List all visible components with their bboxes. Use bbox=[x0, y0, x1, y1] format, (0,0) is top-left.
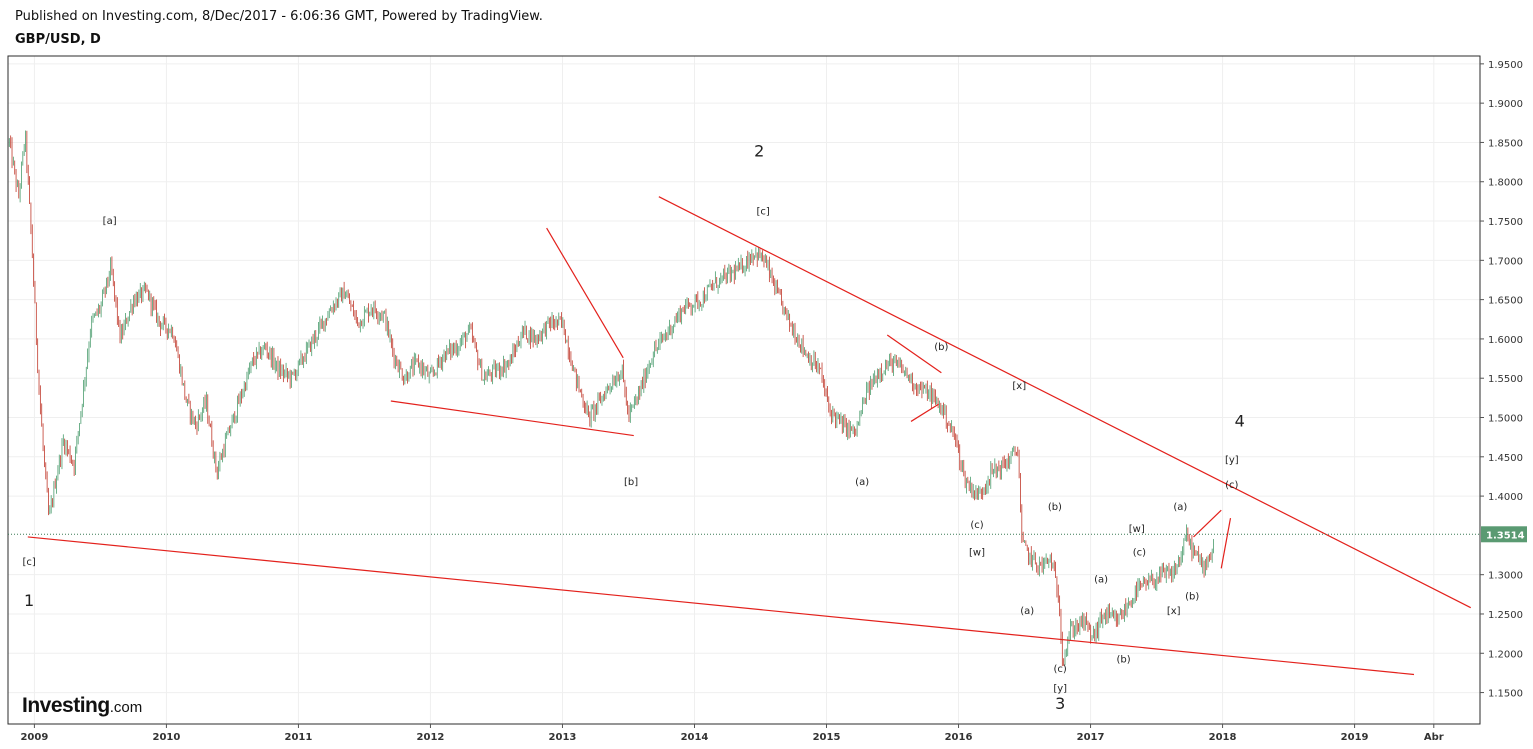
logo-brand: Investing bbox=[22, 694, 110, 717]
wave-label: [c] bbox=[22, 557, 35, 568]
y-tick-label: 1.9500 bbox=[1488, 60, 1523, 71]
wave-label: [w] bbox=[1129, 524, 1145, 535]
wave-label: (c) bbox=[1225, 480, 1238, 491]
x-tick-label: 2019 bbox=[1341, 732, 1369, 743]
wave-degree-label: 3 bbox=[1055, 694, 1065, 713]
x-tick-label: 2016 bbox=[945, 732, 973, 743]
x-tick-label: 2010 bbox=[152, 732, 180, 743]
wave-label: (a) bbox=[1094, 574, 1108, 585]
y-tick-label: 1.2500 bbox=[1488, 610, 1523, 621]
trendlines bbox=[27, 196, 1472, 676]
x-tick-label: 2017 bbox=[1077, 732, 1105, 743]
wave-label: (a) bbox=[1020, 606, 1034, 617]
wave-label: (a) bbox=[855, 477, 869, 488]
wave-label: [y] bbox=[1225, 455, 1239, 466]
wave-label: [b] bbox=[624, 477, 638, 488]
wave-label: [c] bbox=[756, 207, 769, 218]
trendline bbox=[886, 334, 942, 374]
x-tick-label: 2014 bbox=[681, 732, 709, 743]
wave-label: [a] bbox=[103, 216, 117, 227]
trendline bbox=[910, 403, 940, 422]
wave-label: (b) bbox=[934, 342, 948, 353]
y-tick-label: 1.1500 bbox=[1488, 689, 1523, 700]
last-price-label: 1.3514 bbox=[1486, 530, 1525, 541]
trendline bbox=[658, 196, 1472, 609]
wave-label: (b) bbox=[1185, 592, 1199, 603]
wave-label: [w] bbox=[969, 548, 985, 559]
price-axis[interactable]: 1.9500 1.9000 1.8500 1.8000 1.7500 1.7000 1.65… bbox=[1480, 60, 1527, 700]
y-tick-label: 1.5000 bbox=[1488, 414, 1523, 425]
y-tick-label: 1.8500 bbox=[1488, 138, 1523, 149]
wave-degree-label: 4 bbox=[1235, 412, 1245, 431]
x-tick-label: 2009 bbox=[20, 732, 48, 743]
y-tick-label: 1.8000 bbox=[1488, 178, 1523, 189]
y-tick-label: 1.6500 bbox=[1488, 296, 1523, 307]
symbol-title: GBP/USD, D bbox=[15, 32, 101, 47]
wave-labels: 1 2 3 4 [a] [c] [c] [b] (b) [x] (a) (c) [w] (b) (a) (c)… bbox=[22, 141, 1244, 712]
logo-tld: .com bbox=[109, 699, 143, 716]
wave-label: [x] bbox=[1012, 381, 1026, 392]
trendline bbox=[1193, 509, 1222, 538]
wave-label: [x] bbox=[1167, 606, 1181, 617]
wave-label: [y] bbox=[1053, 684, 1067, 695]
wave-label: (b) bbox=[1048, 502, 1062, 513]
wave-label: (b) bbox=[1116, 655, 1130, 666]
trendline bbox=[27, 536, 1415, 676]
x-tick-label: 2013 bbox=[549, 732, 577, 743]
y-tick-label: 1.3000 bbox=[1488, 571, 1523, 582]
y-tick-label: 1.9000 bbox=[1488, 99, 1523, 110]
x-tick-label: 2012 bbox=[417, 732, 445, 743]
x-tick-label: Abr bbox=[1424, 732, 1444, 743]
y-tick-label: 1.4000 bbox=[1488, 492, 1523, 503]
y-tick-label: 1.5500 bbox=[1488, 374, 1523, 385]
chart-frame bbox=[7, 55, 1481, 725]
wave-degree-label: 1 bbox=[24, 591, 34, 610]
wave-label: (c) bbox=[970, 520, 983, 531]
wave-label: (c) bbox=[1133, 548, 1146, 559]
x-tick-label: 2018 bbox=[1209, 732, 1237, 743]
last-price-badge bbox=[1481, 526, 1527, 543]
y-tick-label: 1.4500 bbox=[1488, 453, 1523, 464]
x-tick-label: 2015 bbox=[813, 732, 841, 743]
trendline bbox=[390, 400, 634, 437]
y-tick-label: 1.6000 bbox=[1488, 335, 1523, 346]
wave-degree-label: 2 bbox=[754, 141, 764, 160]
y-tick-label: 1.7000 bbox=[1488, 256, 1523, 267]
wave-label: (a) bbox=[1173, 502, 1187, 513]
candlesticks bbox=[8, 130, 1214, 667]
published-caption: Published on Investing.com, 8/Dec/2017 -… bbox=[15, 9, 543, 24]
trendline bbox=[546, 227, 624, 359]
y-tick-label: 1.2000 bbox=[1488, 649, 1523, 660]
investing-logo: Investing.com bbox=[22, 694, 142, 718]
wave-label: (c) bbox=[1054, 664, 1067, 675]
grid-lines bbox=[8, 56, 1480, 724]
x-tick-label: 2011 bbox=[285, 732, 313, 743]
time-axis[interactable]: 2009 2010 2011 2012 2013 2014 2015 2016 2017 2018… bbox=[20, 724, 1444, 743]
trendline bbox=[1220, 517, 1232, 569]
y-tick-label: 1.7500 bbox=[1488, 217, 1523, 228]
